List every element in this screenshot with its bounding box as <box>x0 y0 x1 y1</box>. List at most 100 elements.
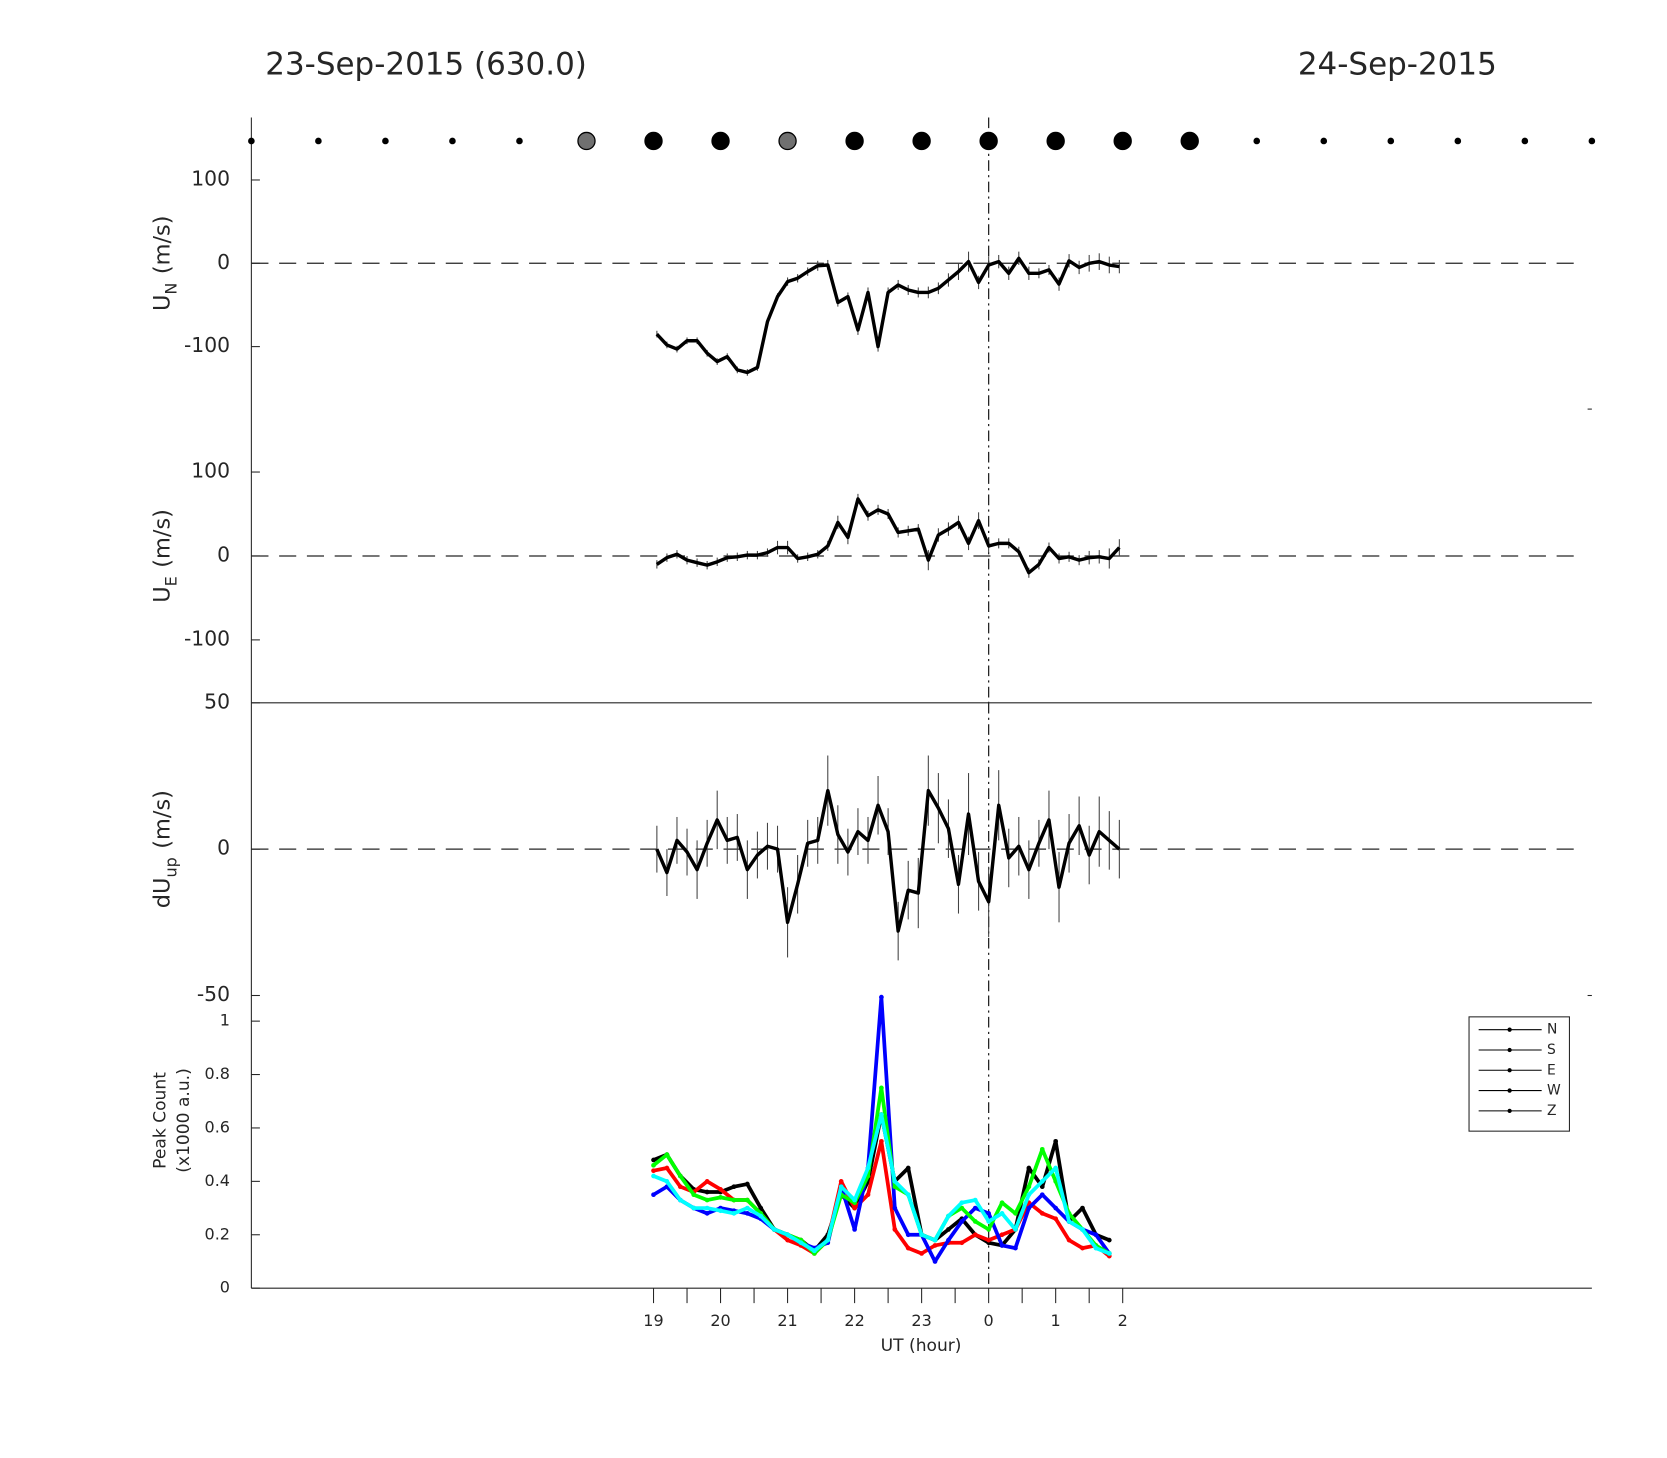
data-point <box>1053 1205 1059 1211</box>
y-tick-label: -100 <box>184 626 230 650</box>
data-point <box>865 1165 871 1171</box>
data-point <box>771 1227 777 1232</box>
data-point <box>879 1085 884 1091</box>
y-tick-label: 0.8 <box>205 1064 230 1083</box>
sky-marker <box>912 131 931 151</box>
data-point <box>1053 1216 1059 1222</box>
y-tick-label: 0 <box>217 250 230 274</box>
y-label-unit: (m/s) <box>149 509 175 568</box>
data-point <box>718 1187 723 1192</box>
sky-marker <box>1113 131 1132 151</box>
y-label-sub: N <box>161 283 180 295</box>
sky-marker <box>315 137 322 145</box>
data-point <box>718 1208 723 1214</box>
sky-marker <box>644 131 663 151</box>
data-point <box>1039 1146 1045 1152</box>
sky-marker <box>1253 137 1261 145</box>
data-point <box>1106 1237 1112 1243</box>
data-point <box>1039 1192 1045 1198</box>
data-point <box>1066 1237 1072 1243</box>
legend-label: E <box>1547 1062 1556 1078</box>
legend-marker <box>1507 1088 1512 1093</box>
series-line <box>655 788 1121 933</box>
data-point <box>905 1192 911 1198</box>
data-point <box>651 1168 656 1174</box>
series-line <box>655 256 1120 375</box>
x-tick-label: 20 <box>710 1311 730 1330</box>
data-point <box>758 1205 764 1211</box>
data-point <box>718 1195 723 1200</box>
data-point <box>959 1200 965 1206</box>
y-label-unit: (m/s) <box>149 216 175 275</box>
y-axis-label: UN (m/s) <box>149 216 180 312</box>
data-point <box>1039 1184 1045 1190</box>
sky-marker <box>382 137 389 145</box>
data-point <box>1026 1205 1032 1211</box>
data-point <box>798 1240 804 1246</box>
data-point <box>691 1205 697 1211</box>
data-point <box>959 1205 965 1211</box>
y-tick-label: 50 <box>204 689 230 713</box>
title: 23-Sep-2015 (630.0) <box>265 47 587 83</box>
data-point <box>651 1192 656 1198</box>
data-point <box>731 1197 737 1203</box>
data-point <box>691 1192 697 1198</box>
data-point <box>664 1179 670 1184</box>
data-point <box>1106 1251 1112 1256</box>
legend-marker <box>1507 1108 1512 1113</box>
y-tick-label: 0 <box>217 836 230 860</box>
data-point <box>677 1173 683 1179</box>
data-point <box>664 1165 670 1171</box>
data-point <box>812 1248 817 1254</box>
data-point <box>999 1200 1005 1206</box>
y-tick-label: 0.4 <box>205 1171 230 1190</box>
y-tick-label: 0 <box>220 1278 230 1297</box>
data-point <box>838 1184 844 1190</box>
data-point <box>1039 1179 1045 1184</box>
x-tick-label: 2 <box>1118 1311 1128 1330</box>
data-point <box>704 1197 710 1203</box>
data-point <box>1013 1245 1018 1251</box>
data-point <box>892 1227 898 1232</box>
data-point <box>1039 1211 1045 1216</box>
y-tick-label: -50 <box>197 982 230 1006</box>
data-point <box>986 1219 991 1224</box>
y-label-main: U <box>149 295 175 311</box>
y-tick-label: 0.6 <box>205 1117 230 1136</box>
data-point <box>664 1152 670 1158</box>
data-point <box>745 1205 750 1211</box>
data-point <box>852 1227 857 1232</box>
data-point <box>1026 1192 1032 1198</box>
data-point <box>785 1237 790 1243</box>
data-point <box>677 1184 683 1190</box>
data-point <box>879 1112 884 1117</box>
data-point <box>651 1173 656 1179</box>
sky-marker <box>1387 137 1395 145</box>
data-point <box>1080 1205 1085 1211</box>
y-axis-label: Peak Count <box>151 1072 171 1169</box>
data-point <box>838 1179 844 1184</box>
data-point <box>999 1243 1005 1248</box>
data-point <box>1080 1245 1085 1251</box>
data-point <box>1026 1184 1032 1190</box>
data-point <box>785 1232 790 1238</box>
data-point <box>852 1205 857 1211</box>
sky-marker <box>979 131 998 151</box>
data-point <box>1026 1165 1032 1171</box>
data-point <box>758 1213 764 1219</box>
data-point <box>946 1237 951 1243</box>
sky-marker <box>1588 137 1596 145</box>
data-point <box>704 1211 710 1216</box>
data-point <box>999 1232 1005 1238</box>
x-tick-label: 23 <box>911 1311 931 1330</box>
sky-marker <box>778 131 797 151</box>
y-label-main: U <box>149 586 175 602</box>
y-label-main: dU <box>149 878 175 909</box>
data-point <box>932 1259 938 1264</box>
x-axis-label: UT (hour) <box>881 1336 962 1356</box>
data-point <box>852 1197 857 1203</box>
sky-marker <box>1180 131 1199 151</box>
data-point <box>959 1240 965 1246</box>
data-point <box>972 1197 978 1203</box>
y-tick-label: 0.2 <box>205 1224 230 1243</box>
